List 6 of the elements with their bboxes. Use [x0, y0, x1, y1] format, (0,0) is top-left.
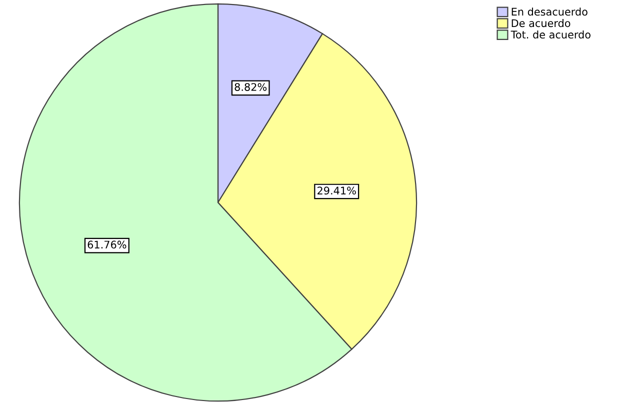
legend-label: De acuerdo — [512, 19, 570, 28]
legend-label: Tot. de acuerdo — [510, 30, 590, 39]
legend-label: En desacuerdo — [512, 8, 588, 16]
data-label: 8.82% — [234, 83, 267, 91]
data-label: 61.76% — [88, 240, 126, 249]
data-label: 29.41% — [318, 186, 356, 195]
